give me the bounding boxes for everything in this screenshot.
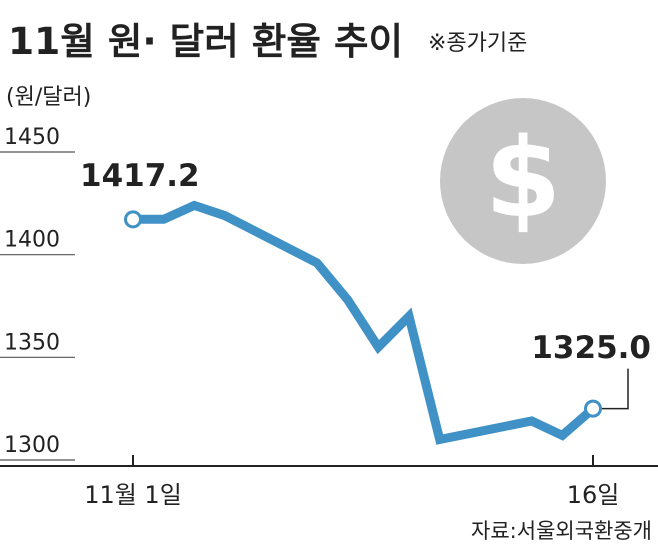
dollar-icon: $ bbox=[440, 98, 606, 264]
data-marker bbox=[584, 399, 602, 418]
chart-title: 11월 원· 달러 환율 추이 bbox=[8, 20, 403, 63]
chart-subtitle: ※종가기준 bbox=[428, 31, 527, 56]
series-line bbox=[133, 200, 596, 445]
y-tick-label: 1450 bbox=[4, 125, 60, 150]
y-tick-label: 1400 bbox=[4, 228, 60, 253]
data-marker bbox=[124, 210, 142, 229]
source-label: 자료:서울외국환중개 bbox=[471, 519, 652, 543]
y-axis-label: (원/달러) bbox=[6, 85, 91, 110]
data-markers bbox=[124, 210, 602, 418]
svg-text:$: $ bbox=[485, 114, 562, 242]
gridlines bbox=[0, 151, 75, 461]
y-tick-labels: 1450 1400 1350 1300 bbox=[4, 125, 60, 458]
x-tick-label: 16일 bbox=[567, 481, 620, 509]
leader-line bbox=[602, 368, 629, 410]
annotations: 1417.2 1325.0 bbox=[80, 158, 651, 410]
data-label: 1325.0 bbox=[531, 330, 651, 366]
y-tick-label: 1300 bbox=[4, 433, 60, 458]
y-tick-label: 1350 bbox=[4, 330, 60, 355]
data-label: 1417.2 bbox=[80, 158, 200, 194]
x-ticks: 11월 1일 16일 bbox=[84, 455, 619, 509]
x-tick-label: 11월 1일 bbox=[84, 481, 182, 509]
